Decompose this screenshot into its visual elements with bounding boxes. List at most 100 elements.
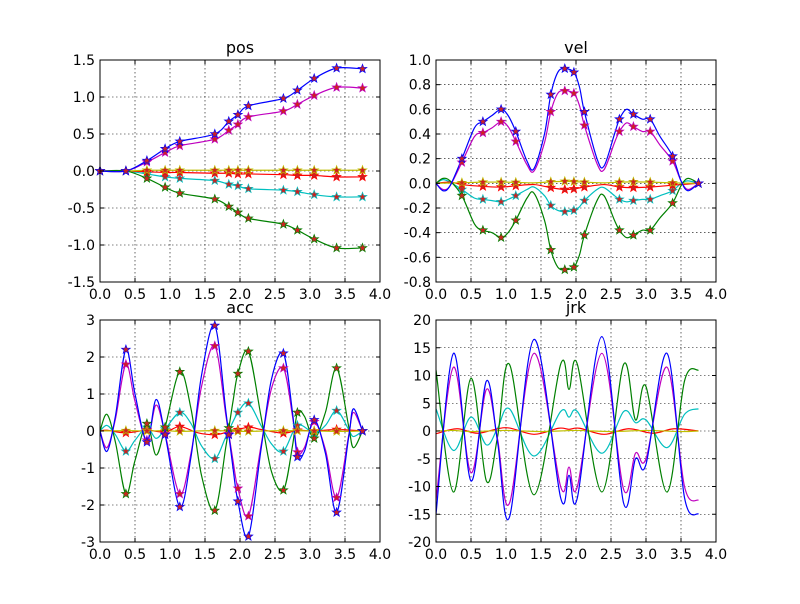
chart-title: jrk	[565, 298, 587, 317]
data-point-star-m	[456, 156, 468, 167]
subplot-acc: 0.0 0.5 1.0 1.5 2.0 2.5 3.0 3.5 4.0 3 2 1 0 -1 -2 -3 acc	[81, 298, 391, 563]
data-point-star-g	[545, 244, 557, 255]
data-point-star-m	[331, 81, 342, 92]
data-point-star-b	[357, 425, 368, 436]
data-point-star-c	[232, 406, 244, 418]
y-tick-label: 1	[86, 387, 95, 403]
data-point-star-r	[545, 182, 557, 193]
x-tick-label: 1.5	[194, 547, 216, 563]
data-point-star-g	[209, 193, 221, 204]
y-tick-label: -1.5	[68, 275, 95, 291]
data-point-star-b	[331, 506, 342, 517]
data-point-star-g	[141, 417, 153, 429]
x-tick-label: 2.5	[264, 547, 286, 563]
data-point-star-g	[292, 406, 303, 418]
data-point-star-g	[559, 264, 571, 275]
x-tick-label: 2.0	[229, 287, 251, 303]
y-tick-label: -20	[408, 535, 431, 551]
data-point-star-b	[159, 143, 171, 154]
data-point-star-c	[568, 204, 580, 216]
x-tick-label: 3.0	[299, 547, 321, 563]
data-point-star-c	[174, 406, 186, 418]
x-tick-label: 3.5	[334, 287, 356, 303]
data-point-star-b	[477, 116, 489, 127]
y-tick-label: -0.2	[404, 201, 431, 217]
data-point-star-y	[159, 164, 171, 175]
data-point-star-g	[308, 432, 320, 443]
data-point-star-r	[644, 181, 656, 192]
data-point-star-m	[243, 510, 254, 521]
data-point-star-g	[628, 229, 639, 240]
y-tick-label: -15	[408, 507, 431, 523]
data-point-star-y	[456, 177, 468, 188]
x-tick-label: 3.0	[635, 287, 657, 303]
y-tick-label: 1.0	[73, 90, 95, 106]
data-point-star-y	[292, 425, 303, 436]
y-tick-label: 2	[86, 350, 95, 366]
data-point-star-r	[292, 169, 303, 180]
y-tick-label: -0.4	[404, 226, 431, 242]
data-point-star-m	[232, 482, 244, 493]
data-point-star-b	[292, 451, 303, 462]
y-tick-label: 0.6	[409, 102, 431, 118]
data-point-star-c	[278, 445, 289, 456]
series-line-c	[436, 407, 699, 457]
data-point-star-g	[331, 242, 342, 253]
y-tick-label: 0.0	[73, 164, 95, 180]
data-point-star-b	[331, 62, 342, 73]
data-point-star-r	[232, 168, 244, 179]
data-point-star-c	[120, 445, 132, 456]
data-point-star-m	[614, 125, 625, 137]
data-point-star-g	[614, 224, 625, 235]
y-tick-label: -0.6	[404, 250, 431, 266]
y-tick-label: -0.8	[404, 275, 431, 291]
data-point-star-c	[243, 397, 254, 408]
data-point-star-g	[278, 218, 289, 229]
data-point-star-c	[209, 175, 221, 186]
data-point-star-y	[357, 164, 368, 175]
data-point-star-c	[223, 178, 235, 189]
data-point-star-m	[159, 146, 171, 158]
data-point-star-c	[159, 171, 171, 182]
data-point-star-c	[292, 186, 303, 197]
data-point-star-g	[495, 231, 507, 243]
data-point-star-r	[357, 171, 368, 182]
data-point-star-y	[278, 164, 289, 175]
data-point-star-y	[232, 164, 244, 175]
x-tick-label: 2.0	[565, 547, 587, 563]
data-point-star-r	[579, 181, 590, 192]
data-point-star-y	[141, 164, 153, 175]
data-point-star-b	[456, 153, 468, 164]
data-point-star-y	[209, 164, 221, 175]
y-tick-label: 1.5	[73, 53, 95, 69]
x-tick-label: 4.0	[705, 287, 727, 303]
y-tick-label: 0.0	[409, 176, 431, 192]
x-tick-label: 1.5	[530, 287, 552, 303]
x-tick-label: 2.5	[264, 287, 286, 303]
data-point-star-m	[232, 118, 244, 129]
data-point-star-m	[568, 87, 580, 98]
data-point-star-y	[614, 176, 625, 187]
data-point-star-c	[209, 453, 221, 464]
y-tick-label: -3	[81, 535, 95, 551]
data-point-star-m	[559, 85, 571, 96]
x-tick-label: 0.0	[89, 547, 111, 563]
data-point-star-c	[628, 194, 639, 206]
data-point-star-r	[209, 429, 221, 440]
data-point-star-c	[243, 183, 254, 194]
series-line-g	[436, 359, 699, 496]
data-point-star-b	[278, 347, 289, 358]
data-point-star-g	[477, 224, 489, 235]
data-point-star-g	[174, 366, 186, 377]
data-point-star-y	[628, 176, 639, 187]
data-point-star-b	[141, 155, 153, 166]
data-point-star-g	[120, 488, 132, 499]
data-point-star-c	[278, 184, 289, 195]
data-point-star-y	[243, 164, 254, 175]
subplot-jrk: 0.0 0.5 1.0 1.5 2.0 2.5 3.0 3.5 4.0 20 15 10 5 0 -5 -10…	[408, 298, 727, 563]
data-point-star-r	[495, 181, 507, 192]
data-point-star-c	[559, 206, 571, 217]
y-tick-label: 3	[86, 313, 95, 329]
y-tick-label: 0	[422, 424, 431, 440]
